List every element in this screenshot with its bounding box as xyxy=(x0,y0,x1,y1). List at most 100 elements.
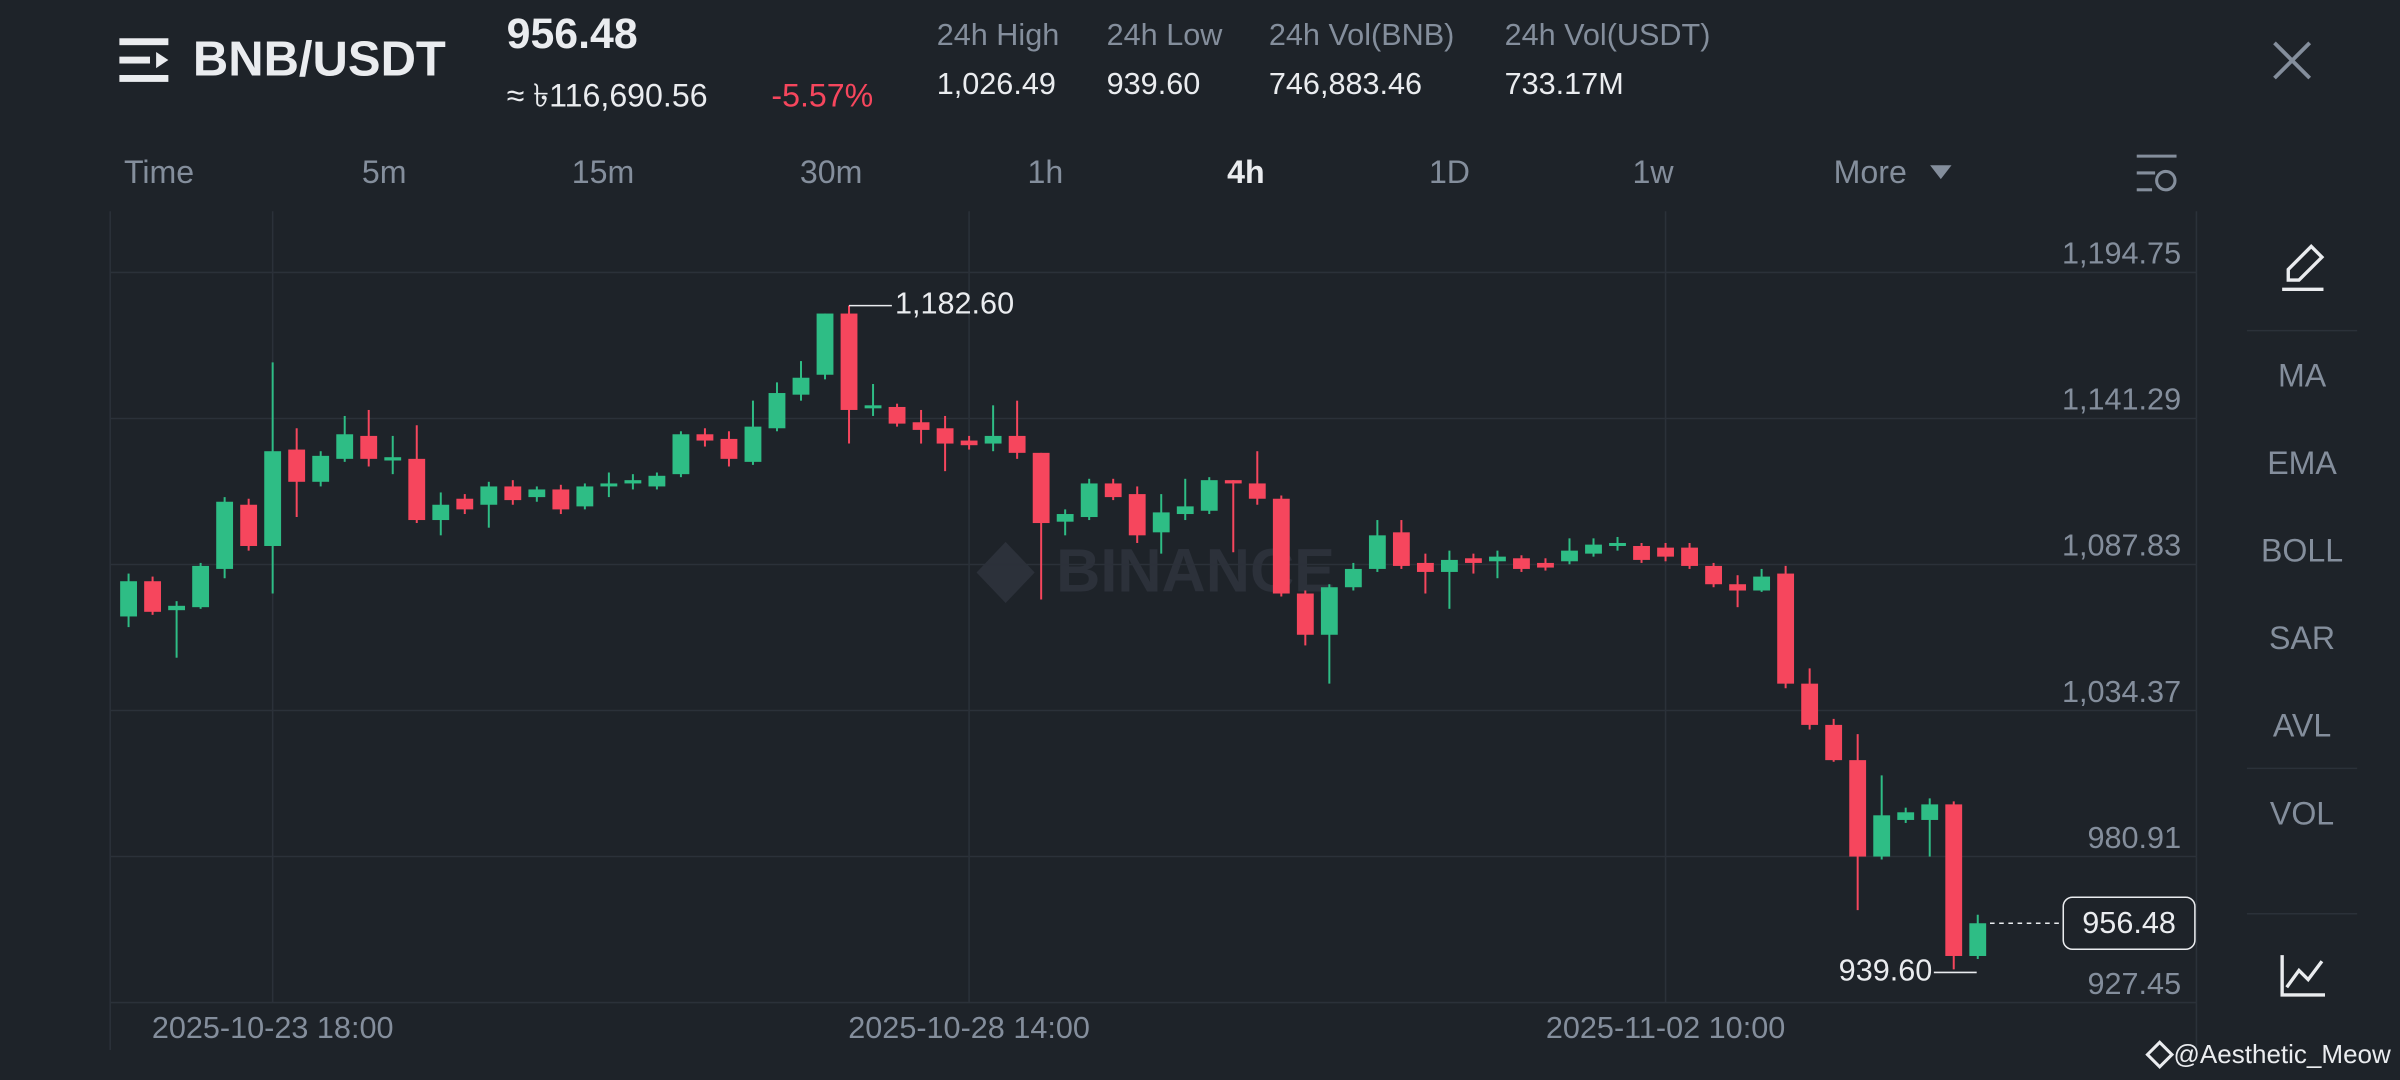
candle-body xyxy=(480,486,498,505)
candle-body xyxy=(1176,506,1194,515)
candle-body xyxy=(1465,558,1482,563)
y-tick-label: 1,194.75 xyxy=(2062,237,2181,271)
credit-icon xyxy=(2145,1040,2175,1070)
candle-body xyxy=(984,435,1002,444)
indicator-button[interactable]: AVL xyxy=(2273,708,2331,744)
candle-body xyxy=(1248,483,1266,499)
y-tick-label: 1,141.29 xyxy=(2062,383,2181,417)
icon-stroke xyxy=(2280,955,2325,997)
candle-body xyxy=(960,440,978,446)
candle-body xyxy=(1056,514,1074,522)
timeframe-tab[interactable]: 1h xyxy=(1028,154,1064,190)
candle-body xyxy=(816,313,834,375)
last-price: 956.48 xyxy=(507,10,638,58)
candle-body xyxy=(1705,565,1722,585)
price-change: -5.57% xyxy=(771,77,873,113)
timeframe-tab[interactable]: 1D xyxy=(1429,154,1470,190)
candle-body xyxy=(1777,573,1795,684)
y-tick-label: 927.45 xyxy=(2087,967,2181,1001)
candle-body xyxy=(1753,576,1771,591)
timeframe-tab[interactable]: Time xyxy=(124,154,194,190)
candle-body xyxy=(1873,815,1891,857)
candle-body xyxy=(792,377,810,395)
watermark-text: BINANCE xyxy=(1056,537,1335,605)
x-tick-label: 2025-10-28 14:00 xyxy=(848,1011,1090,1045)
candle-body xyxy=(1296,593,1314,635)
candle-body xyxy=(1633,545,1650,560)
menu-icon[interactable] xyxy=(119,38,169,82)
candle-body xyxy=(288,449,306,482)
candle-body xyxy=(192,565,210,608)
candle-body xyxy=(1152,512,1170,533)
menu-arrow xyxy=(156,52,169,69)
stat-value: 746,883.46 xyxy=(1269,67,1422,101)
menu-bar xyxy=(119,56,150,64)
candle-body xyxy=(696,434,714,441)
last-price-label: 956.48 xyxy=(2082,906,2176,940)
candle-body xyxy=(1801,683,1819,725)
candle-body xyxy=(1368,535,1386,569)
indicator-button[interactable]: BOLL xyxy=(2261,533,2343,569)
chart-type-icon[interactable] xyxy=(2280,955,2325,997)
candle-body xyxy=(528,489,546,498)
candle-body xyxy=(408,458,426,521)
candle-body xyxy=(936,428,954,444)
candle-body xyxy=(744,426,762,462)
candle-body xyxy=(432,504,450,521)
timeframe-tab[interactable]: 4h xyxy=(1227,154,1265,190)
candle-body xyxy=(1849,760,1867,857)
stat-label: 24h Vol(USDT) xyxy=(1505,18,1711,52)
indicator-button[interactable]: VOL xyxy=(2270,795,2334,831)
timeframe-tab[interactable]: 30m xyxy=(800,154,863,190)
timeframe-tab[interactable]: 15m xyxy=(572,154,635,190)
candle-body xyxy=(1104,483,1122,498)
candle-body xyxy=(1921,804,1939,820)
high-marker-label: 1,182.60 xyxy=(895,287,1014,321)
pencil xyxy=(2286,244,2325,282)
indicator-button[interactable]: MA xyxy=(2278,358,2327,394)
candle-body xyxy=(648,475,666,487)
candle-body xyxy=(1272,498,1290,594)
candle-body xyxy=(1681,547,1698,566)
candle-body xyxy=(552,489,570,510)
y-tick-label: 1,087.83 xyxy=(2062,529,2181,563)
candle-body xyxy=(1344,568,1362,588)
icon-stroke xyxy=(2285,960,2324,989)
candle-body xyxy=(504,486,522,501)
candle-body xyxy=(1609,542,1626,546)
candle-body xyxy=(312,455,330,482)
close-button[interactable] xyxy=(2273,41,2312,80)
candle-body xyxy=(1729,584,1747,591)
timeframe-tab[interactable]: More xyxy=(1834,154,1907,190)
chart-settings-icon[interactable] xyxy=(2136,154,2177,192)
last-price-box xyxy=(2062,896,2196,951)
stat-value: 733.17M xyxy=(1505,67,1624,101)
stat-label: 24h High xyxy=(937,18,1060,52)
candle-body xyxy=(120,581,137,617)
indicator-button[interactable]: EMA xyxy=(2267,445,2337,481)
stat-value: 939.60 xyxy=(1107,67,1201,101)
candle-body xyxy=(1200,480,1218,511)
symbol[interactable]: BNB/USDT xyxy=(193,33,446,87)
candle-body xyxy=(672,434,690,475)
candle-body xyxy=(1585,544,1602,554)
candle-body xyxy=(768,393,786,429)
candle-body xyxy=(720,438,738,459)
timeframe-tab[interactable]: 1w xyxy=(1633,154,1675,190)
draw-icon[interactable] xyxy=(2282,244,2325,291)
candle-body xyxy=(1969,923,1987,956)
candle-body xyxy=(1825,724,1843,761)
indicator-button[interactable]: SAR xyxy=(2269,620,2335,656)
low-marker-label: 939.60 xyxy=(1839,954,1933,988)
candle-body xyxy=(1945,804,1963,956)
candle-body xyxy=(1440,559,1458,572)
timeframe-tab[interactable]: 5m xyxy=(362,154,407,190)
close-stroke xyxy=(2273,41,2312,80)
icon-stroke xyxy=(2155,169,2177,192)
candle-body xyxy=(864,405,882,409)
candle-body xyxy=(1008,435,1026,453)
candle-body xyxy=(1392,532,1410,566)
